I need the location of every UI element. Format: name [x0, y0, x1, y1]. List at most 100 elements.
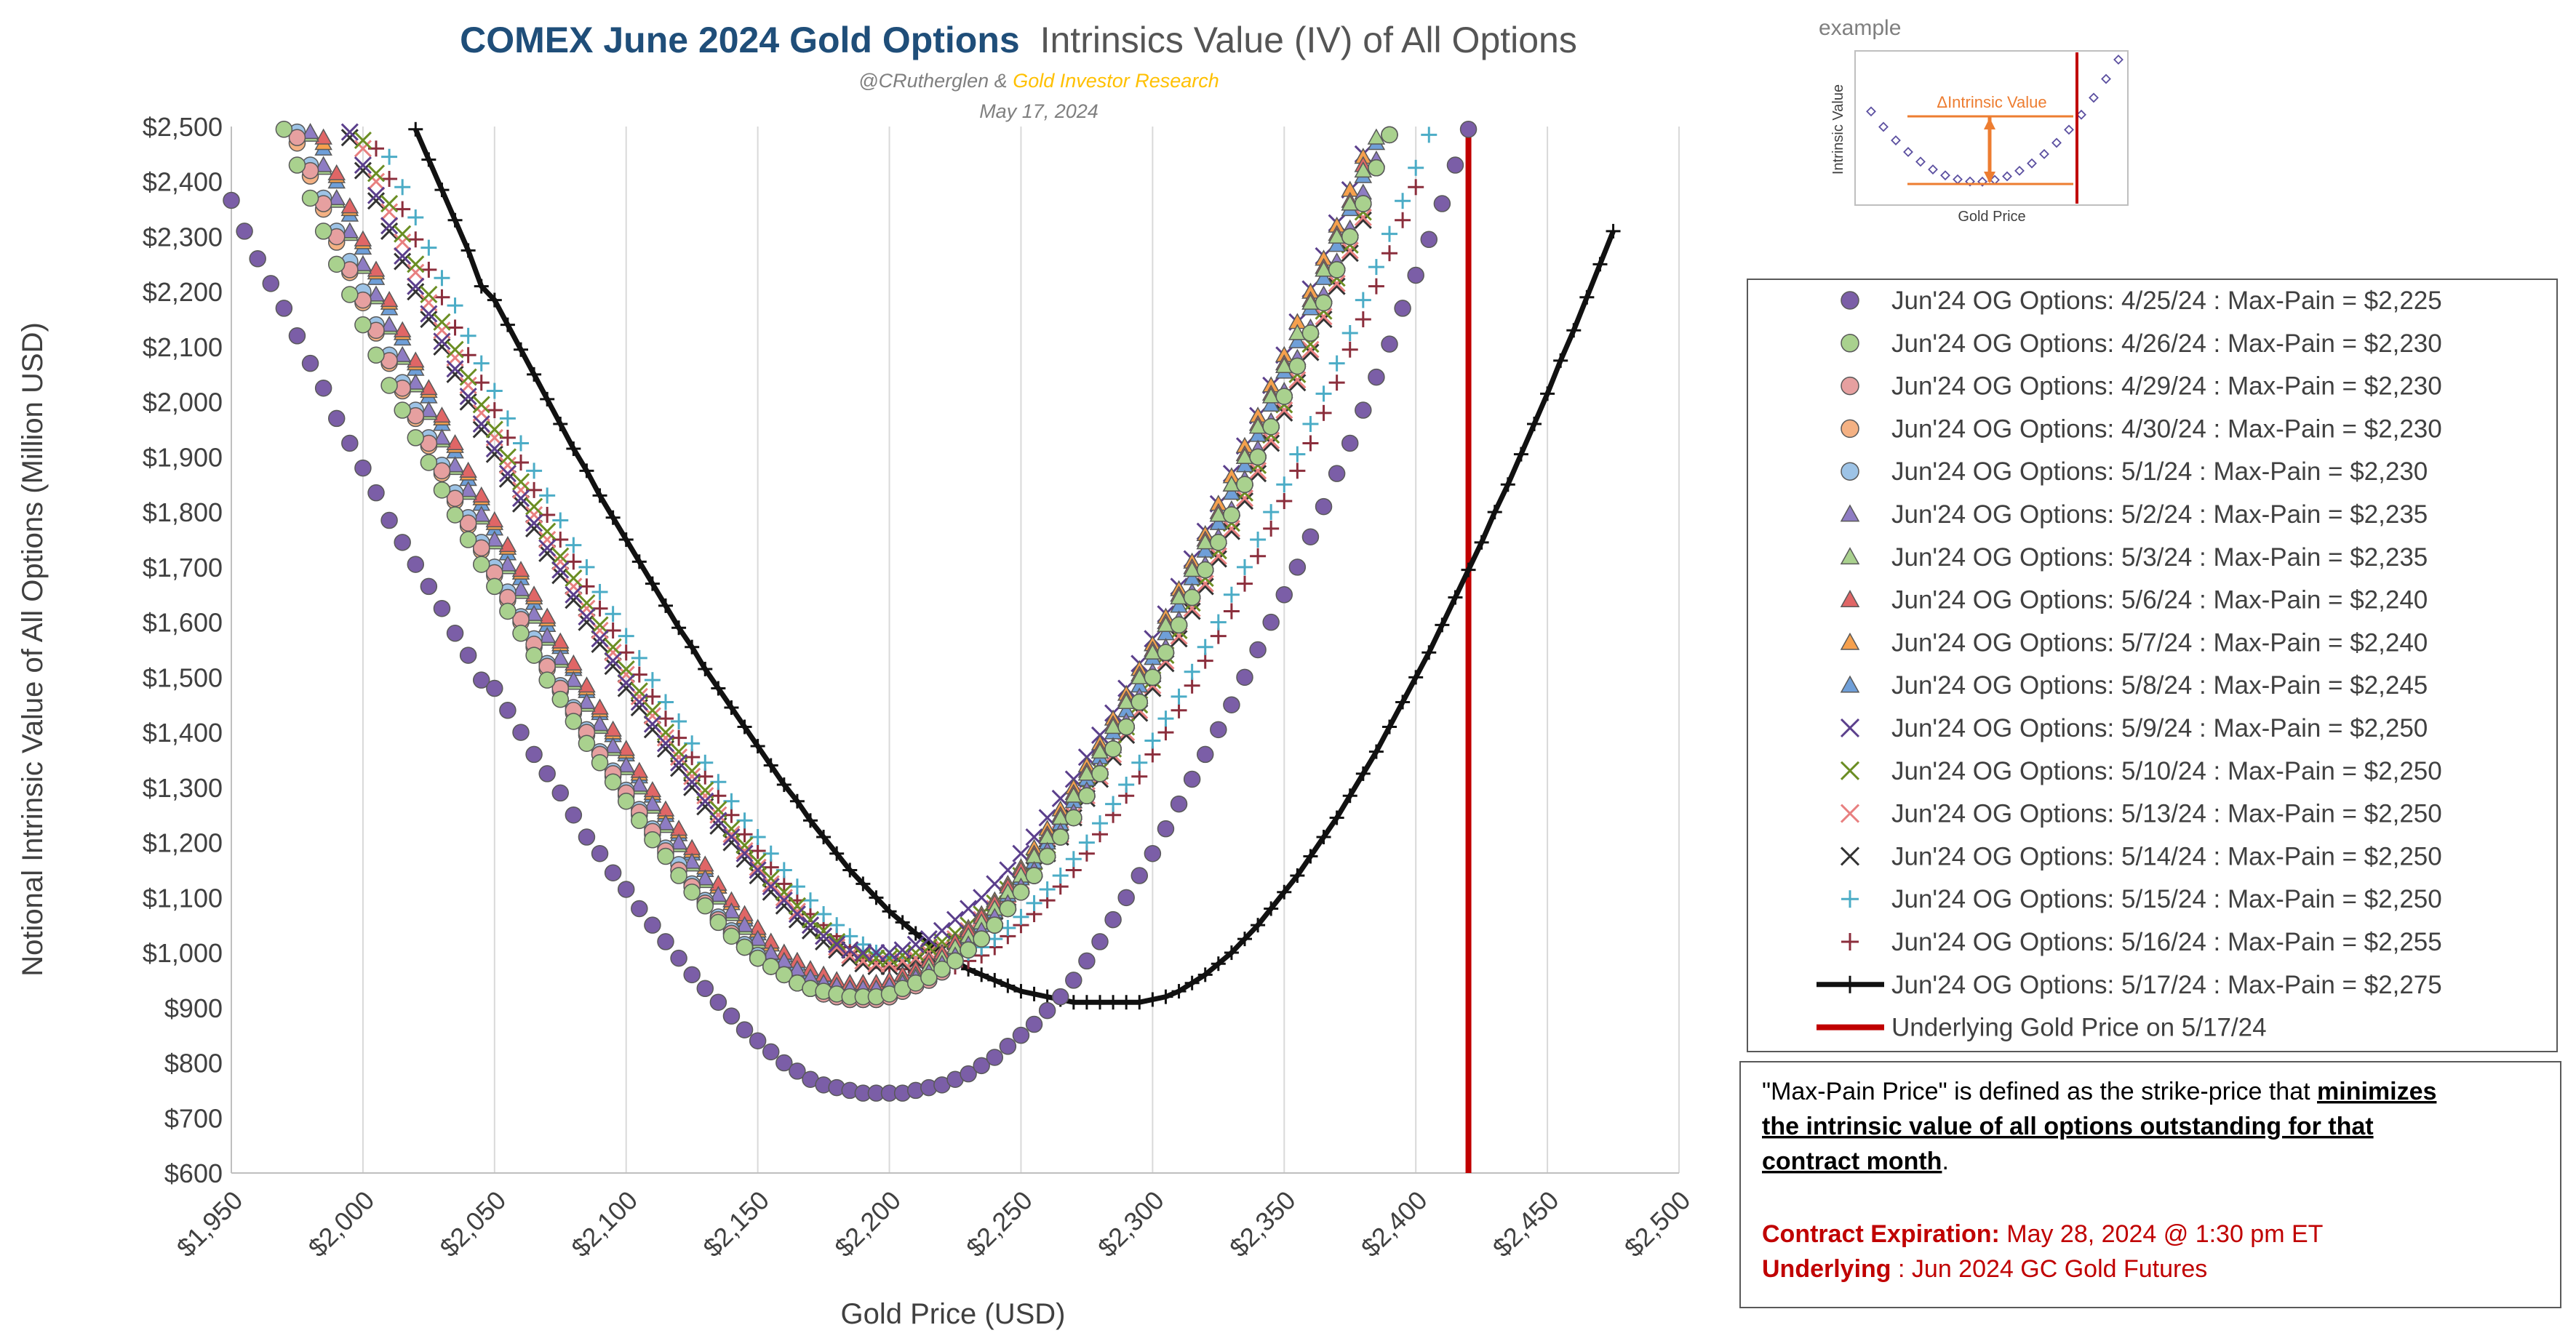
- data-point: [1446, 156, 1464, 174]
- data-point: [1144, 732, 1161, 749]
- data-point: [618, 532, 634, 548]
- data-point: [618, 644, 634, 661]
- note-line-2: the intrinsic value of all options outst…: [1762, 1113, 2374, 1140]
- data-point: [1301, 324, 1320, 342]
- data-point: [367, 346, 385, 364]
- data-point: [670, 748, 688, 766]
- marker-stroke: [788, 905, 806, 924]
- data-point: [1157, 724, 1174, 741]
- data-point: [644, 831, 661, 849]
- data-point: [380, 511, 398, 529]
- data-point: [709, 806, 727, 824]
- data-point: [1157, 644, 1175, 662]
- marker-stroke: [1288, 374, 1307, 392]
- data-point: [380, 217, 399, 235]
- data-point: [473, 375, 490, 391]
- data-point: [380, 316, 399, 332]
- data-point: [1104, 717, 1122, 734]
- data-point: [1315, 385, 1332, 402]
- data-point: [788, 902, 806, 921]
- data-point: [368, 140, 384, 157]
- data-point: [683, 966, 701, 984]
- data-point: [617, 881, 635, 898]
- data-point: [1237, 575, 1253, 592]
- data-point: [1223, 603, 1240, 620]
- data-point: [1553, 353, 1568, 368]
- data-point: [498, 456, 517, 474]
- data-point: [656, 734, 675, 753]
- inset-dot: [2002, 171, 2012, 182]
- legend-item: Jun'24 OG Options: 5/1/24 : Max-Pain = $…: [1841, 457, 2428, 486]
- data-point: [762, 958, 780, 975]
- data-point: [736, 826, 753, 843]
- marker-stroke: [420, 285, 438, 304]
- legend-item: Jun'24 OG Options: 5/2/24 : Max-Pain = $…: [1840, 500, 2428, 529]
- marker-stroke: [578, 599, 596, 617]
- legend-item: Jun'24 OG Options: 4/29/24 : Max-Pain = …: [1841, 372, 2442, 401]
- data-point: [551, 632, 570, 649]
- data-point: [472, 671, 490, 689]
- data-point: [1144, 844, 1162, 862]
- marker-stroke: [367, 172, 386, 191]
- series: [275, 121, 1398, 1006]
- marker-stroke: [1354, 208, 1372, 227]
- y-tick-label: $1,700: [143, 553, 223, 583]
- marker-stroke: [591, 616, 609, 634]
- data-point: [737, 719, 752, 734]
- legend-item: Underlying Gold Price on 5/17/24: [1817, 1014, 2267, 1042]
- data-point: [960, 1065, 977, 1083]
- data-point: [327, 409, 346, 428]
- data-point: [1235, 492, 1254, 511]
- data-point: [763, 758, 778, 773]
- y-tick-label: $700: [164, 1103, 223, 1133]
- data-point: [644, 672, 661, 689]
- data-point: [499, 410, 516, 427]
- data-point: [565, 553, 582, 570]
- marker-stroke: [722, 820, 741, 838]
- inset-dot: [1953, 174, 1963, 185]
- data-point: [1263, 504, 1280, 521]
- marker-stroke: [775, 883, 793, 901]
- data-point: [643, 707, 661, 725]
- marker-stroke: [828, 941, 846, 959]
- data-point: [236, 223, 253, 240]
- marker-stroke: [1025, 828, 1043, 846]
- data-point: [446, 506, 464, 524]
- data-point: [1355, 195, 1372, 212]
- marker-stroke: [459, 388, 477, 406]
- data-point: [1276, 493, 1293, 510]
- data-point: [658, 710, 674, 727]
- data-point: [1210, 534, 1227, 551]
- marker-stroke: [867, 943, 885, 962]
- data-point: [498, 448, 517, 466]
- series-line: [413, 128, 1616, 1005]
- marker-stroke: [775, 889, 793, 907]
- marker-stroke: [472, 415, 490, 433]
- data-point: [513, 454, 529, 471]
- data-point: [1196, 561, 1214, 579]
- data-point: [407, 231, 424, 248]
- marker-stroke: [696, 792, 714, 810]
- data-point: [433, 407, 451, 423]
- data-point: [447, 319, 463, 336]
- data-point: [472, 420, 490, 439]
- data-point: [1435, 617, 1450, 633]
- y-tick-label: $2,100: [143, 332, 223, 362]
- marker-stroke: [762, 883, 780, 901]
- data-point: [658, 694, 674, 710]
- data-point: [565, 670, 583, 687]
- inset-dot: [1940, 170, 1950, 181]
- data-point: [1264, 901, 1279, 916]
- data-point: [1341, 228, 1359, 246]
- data-point: [565, 585, 583, 604]
- legend-label: Jun'24 OG Options: 5/8/24 : Max-Pain = $…: [1891, 671, 2428, 700]
- legend-item: Jun'24 OG Options: 5/3/24 : Max-Pain = $…: [1840, 543, 2428, 572]
- data-point: [867, 943, 885, 962]
- data-point: [1341, 434, 1359, 452]
- data-point: [433, 481, 451, 499]
- data-point: [631, 900, 648, 918]
- data-point: [1316, 830, 1331, 845]
- data-point: [460, 347, 476, 364]
- data-point: [1261, 387, 1280, 404]
